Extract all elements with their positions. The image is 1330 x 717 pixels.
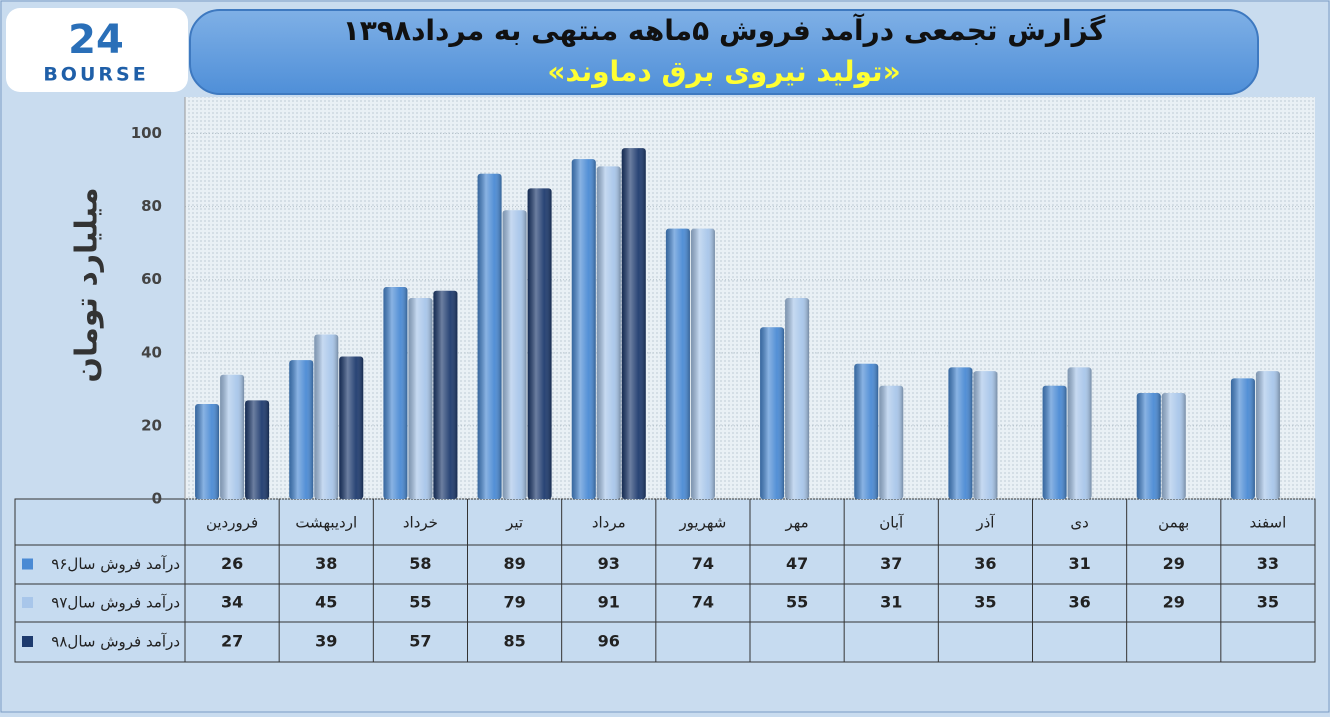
bar-shine (665, 228, 690, 499)
bar-shine (973, 371, 998, 499)
table-value: 31 (1068, 554, 1090, 573)
table-value: 74 (692, 593, 714, 612)
table-value: 36 (974, 554, 996, 573)
bar-shine (339, 356, 364, 499)
bar-shine (314, 334, 339, 499)
bar-shine (879, 385, 904, 499)
bar-shine (433, 290, 458, 499)
legend-label: درآمد فروش سال۹۷ (51, 594, 180, 612)
bar-shine (383, 287, 408, 499)
bar-shine (1067, 367, 1092, 499)
bar-shine (195, 403, 220, 499)
x-tick-label: مرداد (592, 514, 626, 532)
table-value: 38 (315, 554, 337, 573)
title-box (189, 9, 1259, 95)
x-tick-label: تیر (505, 514, 523, 532)
table-value: 85 (503, 632, 525, 651)
bar-shine (1042, 385, 1067, 499)
x-tick-label: شهریور (678, 514, 726, 532)
bar-shine (220, 374, 245, 499)
table-value: 79 (503, 593, 525, 612)
legend-label: درآمد فروش سال۹۶ (51, 555, 180, 573)
x-tick-label: اسفند (1250, 514, 1287, 532)
table-frame (14, 498, 1316, 663)
bar-shine (621, 148, 646, 499)
table-value: 35 (974, 593, 996, 612)
x-tick-label: بهمن (1158, 514, 1189, 532)
bar-shine (245, 400, 270, 499)
bar-shine (502, 210, 527, 500)
bar-shine (1255, 371, 1280, 499)
x-tick-label: فروردین (206, 514, 258, 532)
bar-shine (289, 360, 314, 499)
y-axis-label: میلیارد تومان (70, 187, 105, 382)
x-tick-label: آبان (879, 514, 904, 532)
legend-swatch (22, 597, 33, 608)
x-tick-label: خرداد (403, 514, 438, 532)
table-value: 31 (880, 593, 902, 612)
table-value: 58 (409, 554, 431, 573)
table-value: 91 (598, 593, 620, 612)
table-value: 57 (409, 632, 431, 651)
bar-shine (785, 298, 810, 499)
table-value: 37 (880, 554, 902, 573)
bar-shine (527, 188, 552, 499)
y-tick-label: 0 (152, 490, 162, 508)
table-value: 29 (1163, 554, 1185, 573)
table-value: 89 (503, 554, 525, 573)
plot-area (185, 97, 1315, 499)
bar-shine (1136, 393, 1161, 499)
bar-shine (948, 367, 973, 499)
table-value: 35 (1257, 593, 1279, 612)
table-value: 26 (221, 554, 243, 573)
table-value: 93 (598, 554, 620, 573)
table-value: 36 (1068, 593, 1090, 612)
x-tick-label: دی (1070, 514, 1088, 532)
table-value: 55 (409, 593, 431, 612)
legend-label: درآمد فروش سال۹۸ (51, 633, 180, 651)
bar-shine (760, 327, 785, 499)
table-value: 96 (598, 632, 620, 651)
table-value: 34 (221, 593, 243, 612)
y-tick-label: 60 (141, 270, 162, 288)
table-value: 33 (1257, 554, 1279, 573)
table-value: 29 (1163, 593, 1185, 612)
data-table (14, 498, 1316, 663)
chart-subtitle: «تولید نیروی برق دماوند» (547, 55, 900, 88)
table-value: 27 (221, 632, 243, 651)
bar-shine (408, 298, 433, 499)
y-tick-label: 100 (131, 124, 162, 142)
x-tick-label: اردیبهشت (295, 514, 357, 532)
x-tick-label: مهر (784, 514, 808, 532)
table-value: 55 (786, 593, 808, 612)
table-value: 45 (315, 593, 337, 612)
y-tick-label: 40 (141, 343, 162, 361)
y-tick-label: 20 (141, 416, 162, 434)
legend-swatch (22, 636, 33, 647)
legend-swatch (22, 558, 33, 570)
logo-text: BOURSE (43, 64, 148, 86)
bar-shine (596, 166, 621, 499)
bar-shine (477, 173, 502, 499)
table-value: 74 (692, 554, 714, 573)
chart-title: گزارش تجمعی درآمد فروش ۵ماهه منتهی به مر… (343, 13, 1106, 47)
bar-shine (1230, 378, 1255, 499)
table-value: 47 (786, 554, 808, 573)
table-value: 39 (315, 632, 337, 651)
x-tick-label: آذر (975, 514, 995, 532)
logo-number: 24 (68, 17, 124, 63)
y-tick-label: 80 (141, 197, 162, 215)
bar-shine (690, 228, 715, 499)
bar-shine (571, 159, 596, 500)
logo-box (6, 8, 188, 92)
bar-shine (854, 363, 879, 499)
bar-shine (1161, 393, 1186, 499)
